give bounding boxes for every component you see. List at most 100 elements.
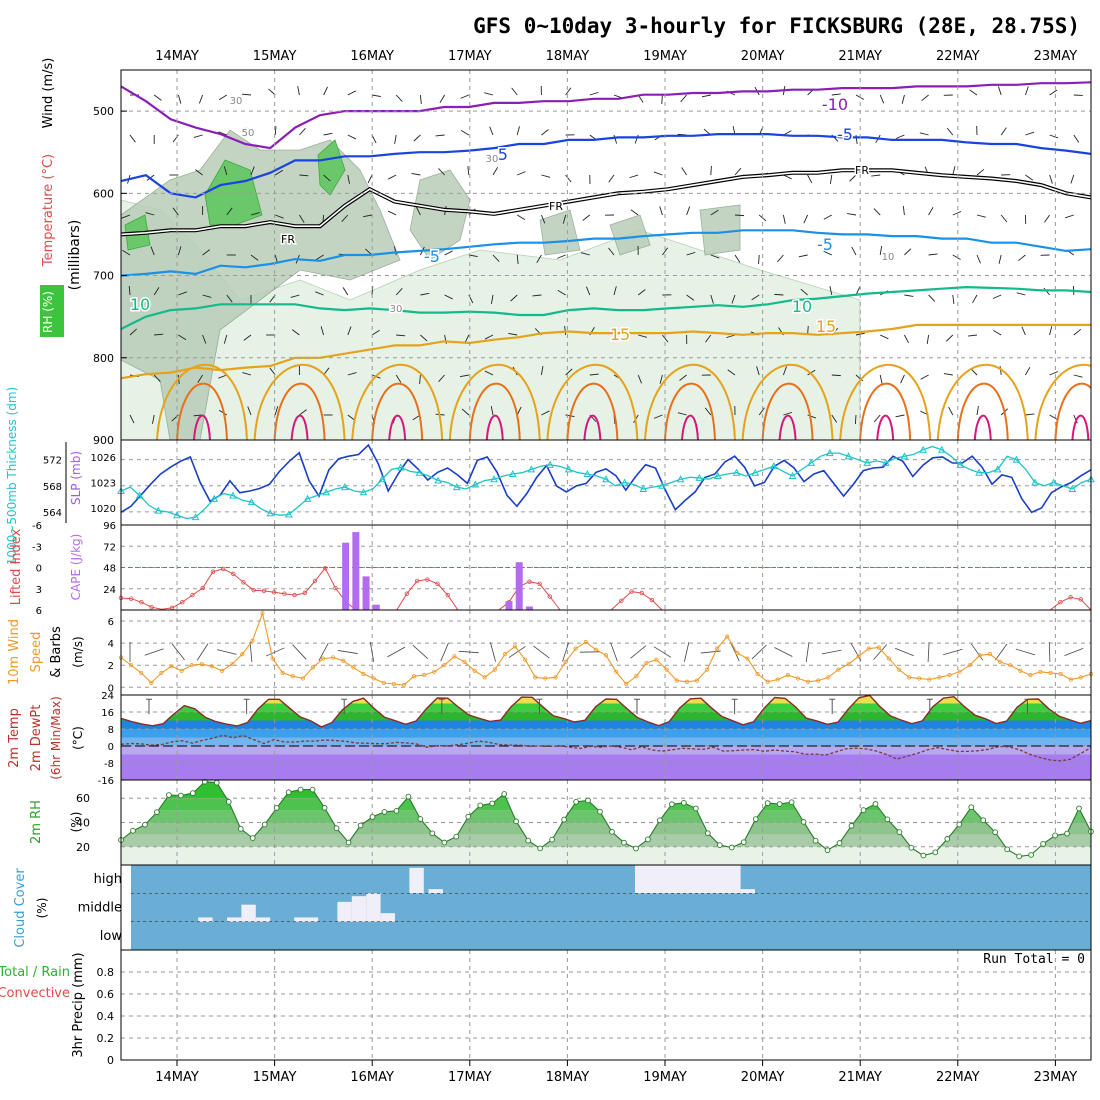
wind-speed-marker	[725, 634, 730, 639]
thickness-marker	[341, 483, 349, 491]
li-marker	[200, 585, 205, 591]
wind-barb	[1021, 326, 1026, 336]
wind-barb	[290, 294, 300, 298]
thickness-marker	[751, 468, 760, 476]
wind-barb	[823, 214, 833, 220]
cloud-level-label: high	[94, 872, 122, 887]
wind-speed-marker	[270, 656, 275, 661]
rh-band	[121, 798, 1091, 811]
wind-barb	[172, 134, 179, 143]
thickness-marker	[415, 468, 424, 476]
wind-barb	[249, 642, 253, 662]
wind-label: Wind (m/s)	[41, 58, 56, 129]
isotherm-15-loop	[546, 363, 639, 440]
wind-speed-marker	[805, 679, 811, 684]
run-total-label: Run Total = 0	[983, 952, 1085, 967]
wind-speed-marker	[280, 670, 285, 676]
wind-barb	[1025, 366, 1031, 376]
precip-tick-label: 0	[107, 1054, 114, 1067]
wind-speed-marker	[644, 660, 649, 666]
wind-barb	[557, 254, 566, 259]
wind-tick-label: 6	[108, 617, 114, 628]
cape-bar	[352, 532, 360, 610]
wind-barb	[508, 646, 526, 658]
wind-speed-marker	[704, 667, 710, 672]
wind-axis-label-1: 10m Wind	[7, 619, 22, 685]
rh-marker	[213, 779, 220, 786]
wind-barb	[873, 414, 881, 423]
wind-speed-marker	[169, 664, 174, 669]
wind-barb	[274, 169, 284, 176]
rh-marker	[477, 802, 484, 809]
thickness-marker	[1031, 478, 1039, 486]
date-label-bottom: 18MAY	[546, 1070, 590, 1085]
wind-barb	[565, 87, 572, 96]
contour-label: 15	[816, 317, 836, 336]
wind-barb	[608, 174, 615, 183]
wind-barb	[122, 249, 131, 256]
rh-shading-mid	[121, 129, 401, 440]
wind-barb	[516, 126, 520, 136]
rh-marker	[609, 828, 615, 835]
thickness-marker	[676, 475, 685, 483]
wind-speed-marker	[927, 677, 932, 682]
date-label-bottom: 23MAY	[1034, 1070, 1078, 1085]
wind-barb	[968, 334, 978, 337]
precip-tick-label: 0.8	[97, 966, 115, 979]
wind-barb	[565, 368, 573, 376]
li-axis-label: Lifted Index	[9, 528, 24, 605]
isotherm-20-loop	[468, 382, 521, 440]
cape-tick-label: 96	[103, 521, 116, 532]
wind-barb	[242, 372, 252, 376]
wind-speed-marker	[593, 647, 598, 652]
contour-label: 10	[130, 295, 150, 314]
cape-lifted-index-panel: 6 3 0 -3 -6 24 48 72 96 Lifted Index CAPE (J/kg)	[9, 521, 1092, 617]
rh-marker	[381, 809, 388, 815]
date-label-top: 15MAY	[253, 49, 297, 64]
rh-marker	[872, 801, 879, 807]
rh-marker	[237, 825, 244, 832]
wind-barb	[395, 374, 402, 383]
wind-speed-marker	[462, 659, 467, 664]
wind-barb	[586, 286, 591, 296]
rh-marker	[1076, 805, 1082, 812]
wind-barb	[121, 214, 131, 219]
li-marker	[210, 569, 216, 574]
rh-marker	[944, 836, 951, 842]
wind-speed-marker	[351, 665, 356, 670]
wind-barb	[562, 642, 570, 662]
wind-barb	[461, 408, 470, 416]
rh-marker	[525, 837, 532, 844]
wind-speed-marker	[523, 657, 528, 662]
wind-barb	[880, 334, 889, 340]
wind-barb	[970, 643, 984, 661]
rh-marker	[225, 799, 232, 805]
rh-marker	[249, 835, 256, 841]
wind-barb	[250, 166, 255, 176]
contour-label: -10	[822, 95, 848, 114]
cloud-bar-middle	[241, 904, 256, 922]
isotherm-15-loop	[839, 363, 932, 440]
cloud-bar-middle	[198, 917, 213, 922]
wind-speed-marker	[866, 646, 871, 651]
wind-barb	[323, 132, 333, 136]
wind-barb	[613, 286, 617, 296]
rh-marker	[321, 804, 328, 811]
wind-barb	[998, 254, 1002, 264]
wind-barb	[1049, 326, 1053, 336]
wind-barb	[299, 409, 307, 416]
cloud-bar-middle	[294, 917, 319, 922]
wind-barb	[196, 643, 209, 661]
wind-barb	[901, 94, 905, 104]
rh-axis-label: 2m RH	[29, 800, 44, 844]
rh-marker	[669, 801, 675, 808]
wind-barb	[821, 649, 842, 655]
wind-barb	[638, 334, 648, 338]
wind-speed-marker	[674, 678, 679, 683]
rh-marker	[657, 817, 663, 824]
rh-marker	[824, 847, 831, 854]
li-marker	[129, 596, 134, 601]
rh-marker	[680, 799, 687, 806]
temp-band	[121, 729, 1091, 738]
